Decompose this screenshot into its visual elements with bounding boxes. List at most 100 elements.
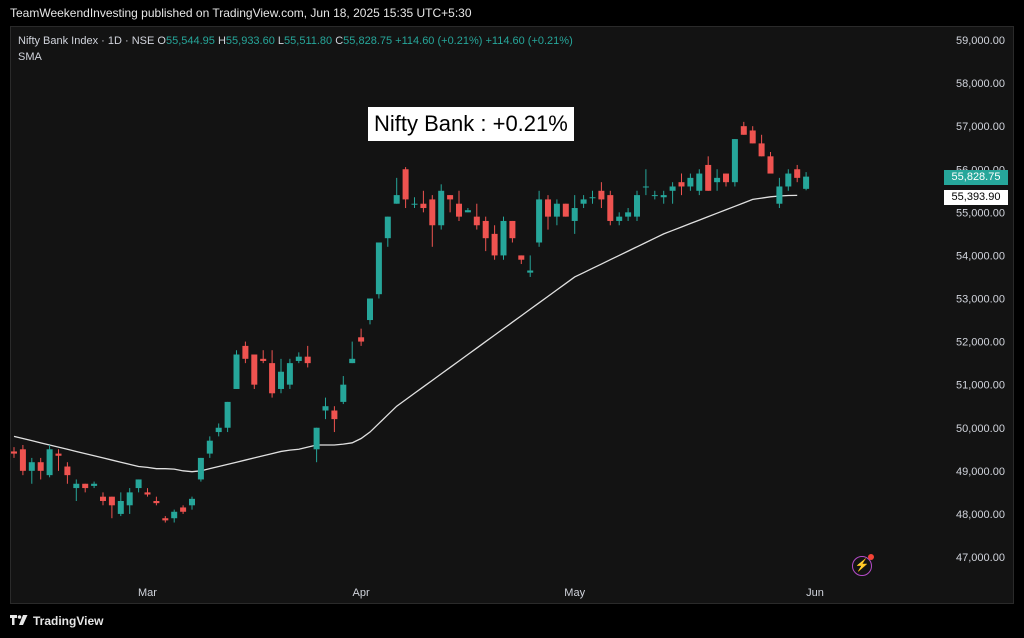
candle-body xyxy=(536,199,543,243)
candle-body xyxy=(625,212,632,217)
candle-body xyxy=(553,203,560,217)
candle-body xyxy=(562,203,569,217)
candle-body xyxy=(233,354,240,389)
candle-body xyxy=(64,466,71,476)
candle-body xyxy=(714,177,721,183)
candle-body xyxy=(117,500,124,514)
candle-body xyxy=(642,186,649,188)
chart-area[interactable] xyxy=(10,26,1014,604)
y-tick-label: 48,000.00 xyxy=(956,509,1005,521)
candle-body xyxy=(206,440,213,454)
open-label: O xyxy=(157,35,166,47)
candle-body xyxy=(411,203,418,205)
candle-body xyxy=(295,356,302,361)
change-value-2: +114.60 (+0.21%) xyxy=(485,35,573,47)
candle-body xyxy=(135,479,142,489)
symbol-label[interactable]: Nifty Bank Index · 1D · NSE xyxy=(18,35,155,47)
candle-body xyxy=(731,139,738,183)
candle-body xyxy=(384,216,391,239)
candle-body xyxy=(438,190,445,226)
candle-body xyxy=(803,176,810,189)
candle-body xyxy=(322,406,329,411)
candle-body xyxy=(251,354,258,385)
candle-body xyxy=(660,195,667,198)
candle-body xyxy=(473,216,480,226)
candle-body xyxy=(500,220,507,256)
candle-body xyxy=(73,483,80,489)
lightning-icon[interactable]: ⚡ xyxy=(852,554,874,576)
candle-body xyxy=(429,199,436,226)
sma-price-label: 55,393.90 xyxy=(944,190,1008,205)
candle-body xyxy=(723,173,729,183)
high-value: 55,933.60 xyxy=(225,35,275,47)
candle-body xyxy=(705,164,712,191)
x-tick-label: May xyxy=(564,587,585,599)
candle-body xyxy=(331,410,338,420)
candle-body xyxy=(126,492,133,506)
last-price-label: 55,828.75 xyxy=(944,170,1008,185)
candle-body xyxy=(189,498,195,506)
open-value: 55,544.95 xyxy=(165,35,215,47)
publish-header: TeamWeekendInvesting published on Tradin… xyxy=(10,6,472,20)
candle-body xyxy=(278,371,284,389)
low-value: 55,511.80 xyxy=(284,35,333,47)
candle-body xyxy=(108,496,115,506)
candle-body xyxy=(171,511,178,519)
candle-body xyxy=(571,208,578,221)
sma-indicator-label[interactable]: SMA xyxy=(18,51,42,63)
candle-body xyxy=(749,130,756,144)
candle-body xyxy=(447,195,454,200)
annotation-label: Nifty Bank : +0.21% xyxy=(368,107,574,141)
candle-body xyxy=(393,195,400,204)
candle-body xyxy=(420,203,427,209)
candle-body xyxy=(37,462,44,471)
candle-body xyxy=(776,186,783,204)
x-tick-label: Mar xyxy=(138,587,157,599)
candle-body xyxy=(286,363,293,385)
tradingview-logo[interactable]: TradingView xyxy=(10,614,103,628)
y-tick-label: 57,000.00 xyxy=(956,121,1005,133)
y-tick-label: 53,000.00 xyxy=(956,294,1005,306)
candle-body xyxy=(82,483,89,489)
candle-body xyxy=(785,173,792,187)
candle-body xyxy=(340,384,347,402)
candle-body xyxy=(456,203,462,217)
candle-body xyxy=(55,453,62,456)
x-tick-label: Apr xyxy=(353,587,370,599)
candle-body xyxy=(313,427,320,450)
low-label: L xyxy=(277,35,285,47)
candle-body xyxy=(349,358,356,364)
candle-body xyxy=(589,197,596,199)
y-tick-label: 59,000.00 xyxy=(956,35,1005,47)
candle-body xyxy=(367,298,373,321)
candle-body xyxy=(482,220,489,239)
notification-dot xyxy=(868,554,874,560)
candle-body xyxy=(678,182,685,187)
candle-body xyxy=(696,173,703,191)
candle-body xyxy=(740,126,747,135)
candle-body xyxy=(634,195,640,217)
y-tick-label: 51,000.00 xyxy=(956,380,1005,392)
sma-line xyxy=(13,194,798,473)
tradingview-brand-text: TradingView xyxy=(33,614,104,628)
candle-body xyxy=(518,255,525,260)
candle-body xyxy=(269,363,276,394)
candle-body xyxy=(91,483,98,486)
candle-body xyxy=(580,199,587,204)
ohlc-legend: Nifty Bank Index · 1D · NSE O55,544.95 H… xyxy=(18,35,573,47)
candle-body xyxy=(197,457,204,480)
candle-body xyxy=(767,156,774,174)
candle-body xyxy=(242,345,249,359)
candle-body xyxy=(100,496,106,501)
candle-body xyxy=(153,500,160,504)
candle-body xyxy=(358,337,365,342)
candle-body xyxy=(144,492,151,495)
y-tick-label: 55,000.00 xyxy=(956,207,1005,219)
candle-body xyxy=(28,462,35,471)
candle-body xyxy=(607,195,614,221)
candle-body xyxy=(651,195,658,197)
close-value: 55,828.75 xyxy=(343,35,393,47)
candle-body xyxy=(669,186,676,191)
